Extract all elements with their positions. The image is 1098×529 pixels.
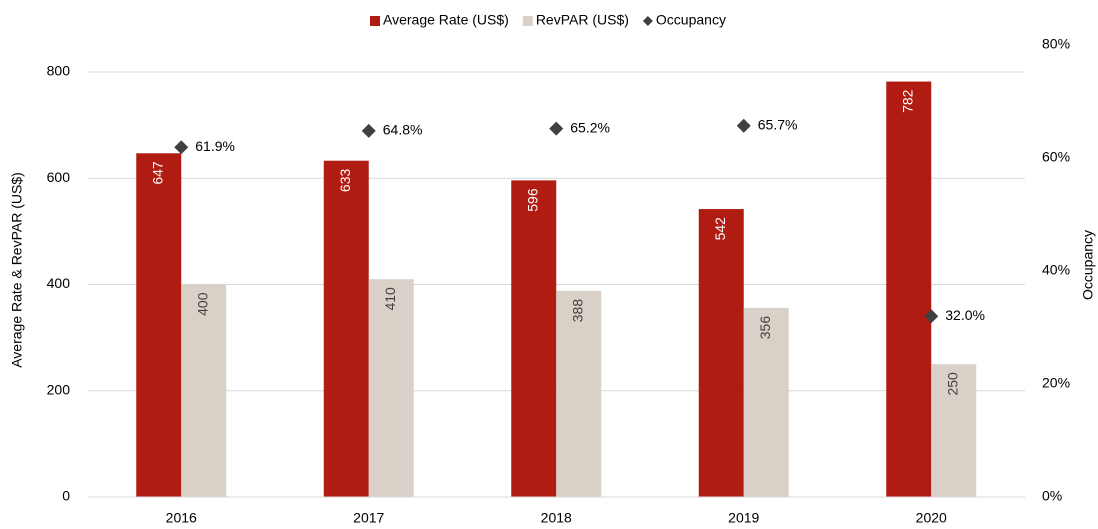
bar [743,307,789,497]
bar [698,209,744,497]
y2-tick-label: 40% [1042,262,1070,278]
marker [736,118,751,133]
data-label: 388 [569,299,585,323]
bar [136,153,182,497]
y-tick-label: 400 [47,275,71,291]
legend-label: Average Rate (US$) [383,12,509,28]
data-label: 61.9% [195,138,235,154]
y-tick-label: 0 [62,488,70,504]
marker [549,121,564,136]
legend-label: RevPAR (US$) [536,12,629,28]
y2-tick-label: 0% [1042,488,1062,504]
data-label: 542 [712,217,728,241]
data-label: 356 [757,316,773,340]
bar [886,81,932,497]
x-tick-label: 2018 [541,510,572,526]
y-tick-label: 800 [47,63,71,79]
x-tick-label: 2020 [916,510,947,526]
y-tick-label: 600 [47,169,71,185]
x-tick-label: 2017 [353,510,384,526]
data-label: 32.0% [945,307,985,323]
marker [361,123,376,138]
data-label: 400 [194,292,210,316]
data-label: 64.8% [383,122,423,138]
bar [181,284,227,497]
data-label: 410 [382,287,398,311]
bar [368,279,414,497]
y-axis-title: Average Rate & RevPAR (US$) [9,172,25,368]
marker [924,309,939,324]
bar [556,290,602,497]
y2-tick-label: 60% [1042,149,1070,165]
legend-label: Occupancy [656,12,726,28]
data-label: 647 [149,161,165,185]
data-label: 65.2% [570,119,610,135]
data-label: 596 [524,188,540,212]
bar [931,364,977,497]
legend-marker [370,16,380,26]
y2-axis-title: Occupancy [1080,230,1096,300]
x-tick-label: 2019 [728,510,759,526]
marker [174,140,189,155]
x-tick-label: 2016 [166,510,197,526]
bar [323,160,369,497]
data-label: 250 [944,372,960,396]
y2-tick-label: 80% [1042,36,1070,52]
y2-tick-label: 20% [1042,375,1070,391]
data-label: 65.7% [758,116,798,132]
y-tick-label: 200 [47,381,71,397]
bar [511,180,557,497]
legend-marker [522,16,533,26]
data-label: 633 [337,169,353,193]
legend-marker [642,16,653,26]
data-label: 782 [899,89,915,113]
